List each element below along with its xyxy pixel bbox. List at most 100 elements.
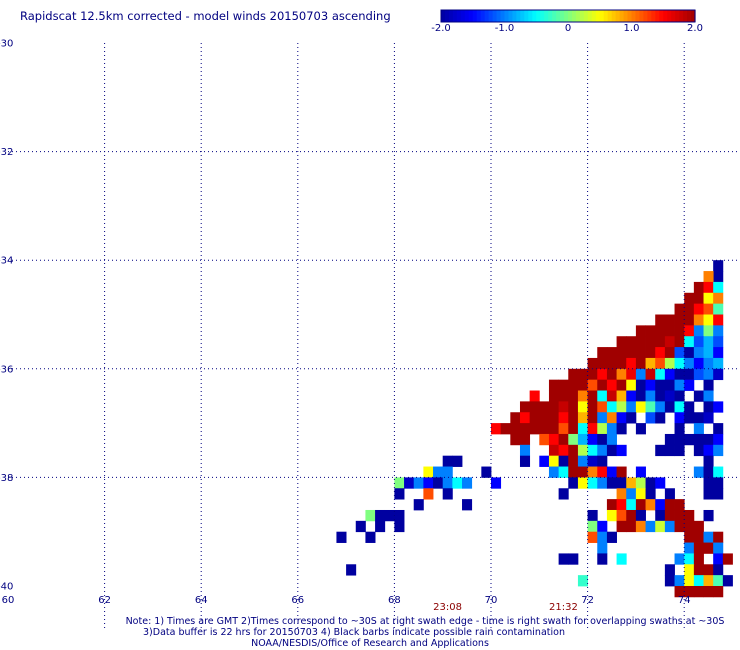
wind-cell [568, 379, 579, 391]
wind-cell [713, 347, 724, 359]
wind-cell [587, 509, 598, 522]
wind-cell [606, 477, 617, 489]
wind-cell [394, 488, 405, 500]
wind-cell [626, 499, 637, 511]
wind-cell [684, 292, 695, 305]
wind-cell [558, 444, 569, 457]
wind-cell [635, 466, 646, 478]
latitude-label: -40 [0, 582, 13, 593]
wind-cell [597, 347, 608, 359]
wind-cell [655, 401, 666, 413]
wind-cell [703, 575, 714, 587]
wind-cell [693, 575, 704, 587]
longitude-label: 72 [581, 595, 594, 606]
wind-cell [558, 455, 569, 467]
colorbar-segment [571, 10, 577, 22]
wind-cell [568, 466, 579, 478]
wind-cell [529, 412, 540, 424]
colorbar-segment [444, 10, 450, 22]
wind-cell [519, 433, 531, 446]
colorbar-segment [480, 10, 486, 22]
wind-cell [703, 347, 714, 359]
wind-cell [539, 423, 550, 435]
wind-cell [587, 357, 598, 370]
colorbar-segment [548, 10, 553, 22]
colorbar-tick-label: -2.0 [431, 23, 451, 34]
wind-cell [597, 423, 608, 435]
colorbar-segment [564, 10, 569, 22]
wind-cell [606, 412, 617, 424]
wind-cell [558, 390, 569, 402]
colorbar-segment [540, 10, 545, 22]
wind-cell [664, 357, 675, 370]
wind-cell [606, 401, 617, 413]
wind-cell [703, 542, 714, 554]
colorbar-tick-label: 2.0 [687, 23, 703, 34]
wind-cell [674, 379, 685, 391]
wind-cell [674, 433, 685, 446]
colorbar-segment [528, 10, 533, 22]
colorbar-segment [504, 10, 510, 22]
colorbar-segment [500, 10, 506, 22]
longitude-label: 74 [678, 595, 691, 606]
longitude-label: 68 [388, 595, 401, 606]
wind-cell [645, 379, 656, 391]
wind-cell [645, 499, 656, 511]
wind-cell [645, 390, 656, 402]
wind-cell [529, 401, 540, 413]
longitude-label: 70 [485, 595, 498, 606]
wind-cell [548, 423, 560, 435]
wind-cell [626, 368, 637, 381]
wind-cell [519, 444, 531, 457]
wind-cell [684, 368, 695, 381]
wind-cell [577, 390, 588, 402]
wind-cell [587, 379, 598, 391]
wind-cell [684, 401, 695, 413]
wind-cell [703, 336, 714, 348]
longitude-label: 60 [2, 595, 15, 606]
wind-cell [693, 325, 704, 337]
wind-cell [655, 520, 666, 533]
colorbar-segment [647, 10, 652, 22]
wind-cell [684, 564, 695, 576]
colorbar-segment [448, 10, 454, 22]
wind-cell [597, 520, 608, 533]
colorbar-segment [496, 10, 502, 22]
colorbar-segment [587, 10, 593, 22]
wind-cell [713, 314, 724, 326]
wind-cell [423, 477, 434, 489]
wind-cell [664, 433, 675, 446]
wind-cell [703, 412, 714, 424]
wind-cell [548, 455, 560, 467]
wind-cell [568, 444, 579, 457]
wind-cell [713, 466, 724, 478]
wind-cell [703, 314, 714, 326]
colorbar-segment [627, 10, 633, 22]
wind-cell [674, 575, 685, 587]
wind-cell [635, 347, 646, 359]
wind-cell [597, 542, 608, 554]
wind-cell [548, 412, 560, 424]
wind-cell [693, 520, 704, 533]
colorbar-segment [441, 10, 446, 22]
wind-cell [539, 433, 550, 446]
wind-cell [645, 401, 656, 413]
wind-cell [684, 314, 695, 326]
colorbar-segment [631, 10, 637, 22]
wind-cell [558, 553, 569, 565]
wind-cell [587, 531, 598, 543]
wind-cell [587, 477, 598, 489]
swath-time-label: 21:32 [549, 602, 578, 613]
wind-cell [655, 325, 666, 337]
wind-cell [693, 303, 704, 315]
wind-cell [626, 412, 637, 424]
wind-cell [558, 423, 569, 435]
wind-cell [462, 477, 473, 489]
colorbar-segment [683, 10, 688, 22]
wind-cell [577, 412, 588, 424]
wind-cell [558, 433, 569, 446]
wind-cell [519, 455, 531, 467]
wind-cell [355, 520, 366, 533]
wind-cell [655, 477, 666, 489]
